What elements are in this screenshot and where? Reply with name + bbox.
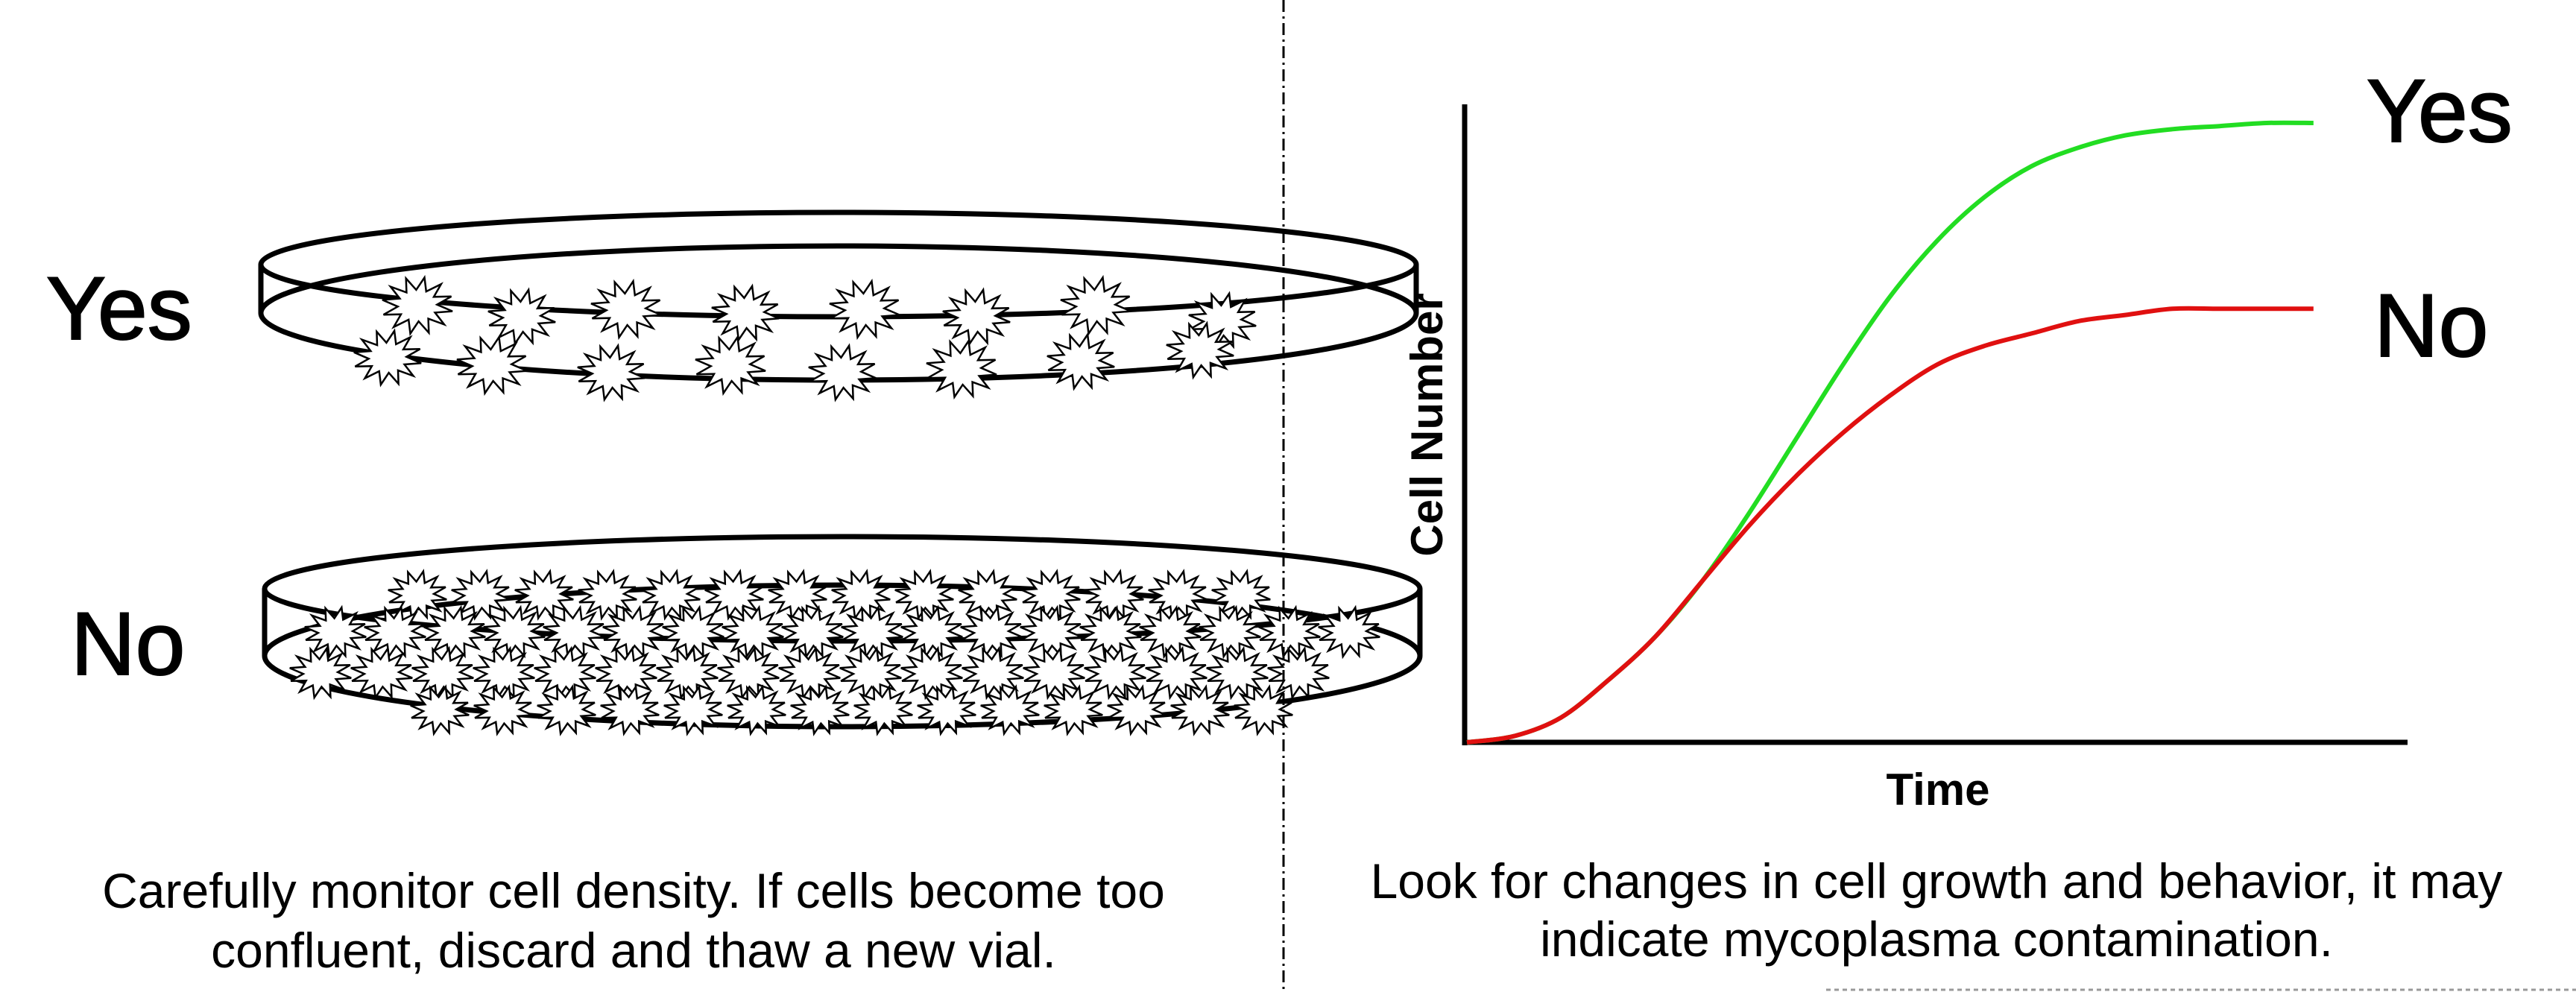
no-cell: [350, 645, 413, 701]
yes-cell: [926, 338, 997, 400]
no-cell: [304, 604, 367, 660]
y-axis-label: Cell Number: [1402, 293, 1452, 556]
no-cell: [831, 569, 891, 621]
no-cell: [1023, 645, 1085, 701]
yes-cell: [577, 343, 645, 402]
yes-cell: [1046, 332, 1115, 391]
series-line-yes: [1466, 120, 2314, 745]
yes-cell: [829, 278, 900, 341]
dish-yes-label: Yes: [46, 259, 192, 358]
no-cell: [1318, 604, 1380, 660]
no-cell: [839, 645, 902, 701]
x-axis-label: Time: [1887, 765, 1990, 815]
no-cell: [900, 604, 963, 660]
no-cell: [473, 645, 535, 701]
left-caption-line2: confluent, discard and thaw a new vial.: [211, 923, 1056, 978]
no-cell: [1044, 684, 1103, 736]
no-cell: [1267, 645, 1330, 701]
no-cell: [364, 604, 426, 660]
yes-cell: [695, 334, 766, 397]
no-cell: [388, 569, 447, 621]
no-cell: [1020, 604, 1082, 660]
dish-yes: [258, 209, 1419, 402]
left-panel: Yes No Carefully monitor cell density. I…: [45, 209, 1423, 978]
dish-no: [262, 534, 1423, 736]
yes-cell: [487, 287, 556, 347]
dish-no-label: No: [71, 594, 185, 694]
no-cell: [781, 604, 844, 660]
no-cell: [790, 684, 850, 736]
no-cell: [289, 645, 352, 701]
yes-cell: [711, 283, 780, 343]
no-cell: [534, 645, 596, 701]
dish-no-wall: [262, 589, 1423, 656]
left-caption-line1: Carefully monitor cell density. If cells…: [102, 863, 1165, 918]
yes-cell: [382, 274, 453, 337]
yes-cell: [808, 343, 877, 402]
right-caption-line1: Look for changes in cell growth and beha…: [1371, 853, 2503, 909]
no-cell: [841, 604, 903, 660]
yes-cell: [590, 278, 662, 341]
yes-cell: [353, 328, 422, 388]
no-cell: [778, 645, 841, 701]
yes-cell: [456, 334, 528, 397]
cells-no: [289, 569, 1380, 736]
no-cell: [1170, 684, 1230, 736]
series-line-no: [1466, 306, 2314, 745]
no-cell: [537, 684, 596, 736]
cells-yes: [353, 274, 1257, 402]
legend-label-yes: Yes: [2367, 61, 2513, 161]
no-cell: [410, 684, 470, 736]
legend-label-no: No: [2374, 276, 2488, 376]
no-cell: [1145, 645, 1208, 701]
no-cell: [917, 684, 976, 736]
no-cell: [641, 569, 701, 621]
no-cell: [1234, 684, 1293, 736]
no-cell: [451, 569, 511, 621]
growth-chart: Time Cell Number Yes No: [1402, 60, 2513, 815]
no-cell: [960, 604, 1023, 660]
no-cell: [853, 684, 913, 736]
no-cell: [595, 645, 657, 701]
no-cell: [980, 684, 1040, 736]
right-caption-line2: indicate mycoplasma contamination.: [1540, 912, 2333, 967]
no-cell: [958, 569, 1017, 621]
no-cell: [578, 569, 637, 621]
no-cell: [1107, 684, 1167, 736]
no-cell: [423, 604, 486, 660]
yes-cell: [1166, 320, 1234, 380]
yes-cell: [942, 287, 1011, 347]
no-cell: [1021, 569, 1081, 621]
no-cell: [1084, 645, 1146, 701]
no-cell: [727, 684, 786, 736]
dish-yes-wall: [258, 265, 1419, 313]
yes-cell: [1060, 274, 1131, 337]
no-cell: [663, 684, 723, 736]
no-cell: [1211, 569, 1271, 621]
no-cell: [704, 569, 764, 621]
no-cell: [600, 684, 660, 736]
no-cell: [473, 684, 533, 736]
no-cell: [1206, 645, 1269, 701]
no-cell: [602, 604, 665, 660]
no-cell: [722, 604, 784, 660]
